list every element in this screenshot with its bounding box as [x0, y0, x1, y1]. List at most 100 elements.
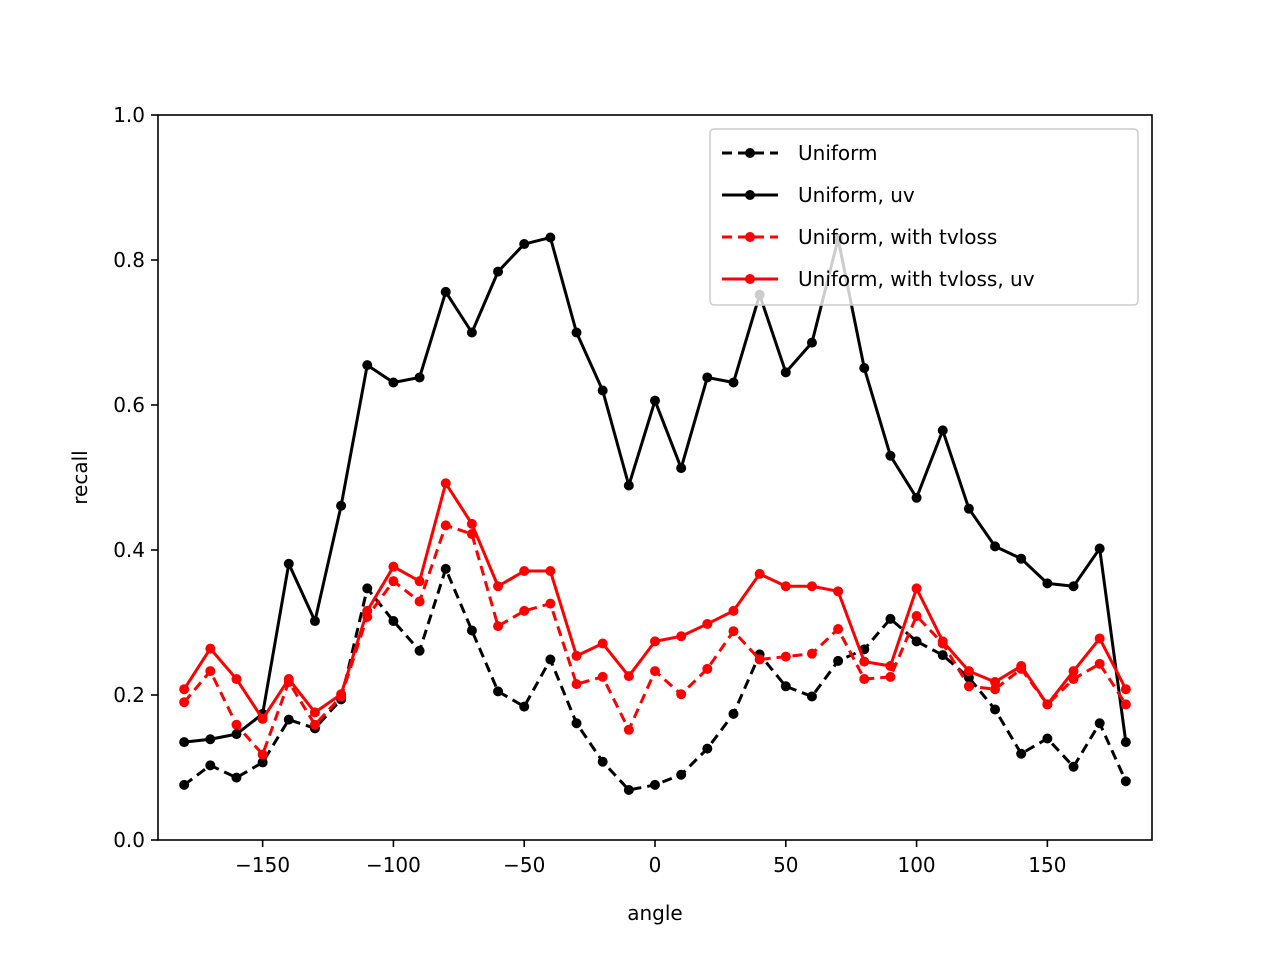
- data-point: [571, 718, 582, 729]
- data-point: [597, 385, 608, 396]
- data-point: [1120, 684, 1131, 695]
- data-point: [937, 650, 948, 661]
- legend-entry-label: Uniform, uv: [798, 183, 915, 207]
- data-point: [440, 478, 451, 489]
- data-point: [283, 558, 294, 569]
- data-point: [545, 566, 556, 577]
- data-point: [571, 650, 582, 661]
- data-point: [859, 674, 870, 685]
- data-point: [885, 671, 896, 682]
- data-point: [466, 327, 477, 338]
- data-point: [362, 583, 373, 594]
- data-point: [623, 480, 634, 491]
- data-point: [571, 679, 582, 690]
- data-point: [1016, 661, 1027, 671]
- data-point: [493, 581, 504, 592]
- data-point: [1120, 776, 1131, 787]
- data-point: [1016, 748, 1027, 759]
- legend-swatch-marker: [745, 148, 755, 158]
- data-point: [1094, 633, 1105, 644]
- data-point: [388, 616, 399, 627]
- data-point: [179, 697, 190, 708]
- data-point: [650, 666, 660, 677]
- y-tick-label: 0.8: [113, 248, 145, 272]
- data-point: [257, 757, 268, 768]
- data-point: [231, 719, 242, 730]
- data-point: [1042, 578, 1053, 589]
- data-point: [780, 581, 791, 592]
- legend-swatch-marker: [745, 190, 755, 200]
- data-point: [833, 655, 844, 666]
- y-tick-label: 0.6: [113, 393, 145, 417]
- data-point: [1016, 553, 1027, 564]
- data-point: [231, 772, 242, 783]
- legend-swatch-marker: [745, 274, 755, 284]
- data-point: [990, 704, 1001, 715]
- series-line-3: [182, 481, 1128, 721]
- data-point: [1068, 666, 1079, 677]
- data-point: [336, 689, 347, 700]
- data-point: [257, 713, 268, 724]
- data-point: [362, 605, 373, 616]
- series-line-0: [183, 567, 1128, 792]
- data-point: [571, 327, 582, 338]
- data-point: [833, 586, 844, 597]
- data-point: [493, 266, 504, 277]
- data-point: [780, 367, 791, 378]
- data-point: [1042, 733, 1053, 744]
- data-point: [806, 581, 817, 592]
- data-point: [466, 625, 477, 636]
- data-point: [1068, 761, 1079, 772]
- plot-area: [179, 232, 1131, 795]
- data-point: [179, 779, 190, 790]
- data-point: [493, 621, 504, 632]
- data-point: [283, 714, 294, 725]
- data-point: [780, 651, 791, 662]
- data-point: [362, 360, 373, 371]
- data-point: [990, 676, 1001, 687]
- data-point: [1120, 699, 1131, 710]
- data-point: [597, 671, 608, 682]
- data-point: [1094, 658, 1105, 669]
- data-point: [937, 636, 948, 647]
- data-point: [493, 686, 504, 697]
- data-point: [806, 648, 817, 659]
- x-tick-label: −100: [366, 853, 421, 877]
- data-point: [728, 708, 739, 719]
- data-point: [309, 707, 320, 718]
- data-point: [623, 784, 634, 795]
- data-point: [754, 654, 765, 665]
- data-point: [650, 636, 660, 647]
- data-point: [205, 643, 216, 654]
- data-point: [440, 563, 451, 574]
- data-point: [623, 724, 634, 735]
- data-point: [257, 749, 268, 760]
- data-point: [545, 598, 556, 609]
- data-point: [963, 681, 974, 692]
- data-point: [231, 729, 242, 740]
- data-point: [440, 520, 451, 531]
- y-tick-label: 0.0: [113, 828, 145, 852]
- data-point: [205, 666, 216, 677]
- data-point: [702, 743, 713, 754]
- data-point: [519, 239, 530, 250]
- data-point: [414, 372, 425, 383]
- data-point: [519, 605, 530, 616]
- y-tick-label: 0.4: [113, 538, 145, 562]
- legend-entry-label: Uniform, with tvloss: [798, 225, 997, 249]
- data-point: [414, 596, 425, 607]
- data-point: [963, 666, 974, 677]
- data-point: [911, 636, 922, 647]
- data-point: [231, 674, 242, 685]
- x-tick-label: 0: [649, 853, 662, 877]
- x-axis-label: angle: [627, 901, 683, 925]
- y-tick-label: 0.2: [113, 683, 145, 707]
- data-point: [911, 492, 922, 503]
- legend-swatch-marker: [745, 232, 755, 242]
- data-point: [597, 756, 608, 767]
- data-point: [519, 566, 530, 577]
- x-tick-label: −150: [235, 853, 290, 877]
- data-point: [676, 463, 687, 474]
- data-point: [885, 661, 896, 671]
- data-point: [205, 760, 216, 771]
